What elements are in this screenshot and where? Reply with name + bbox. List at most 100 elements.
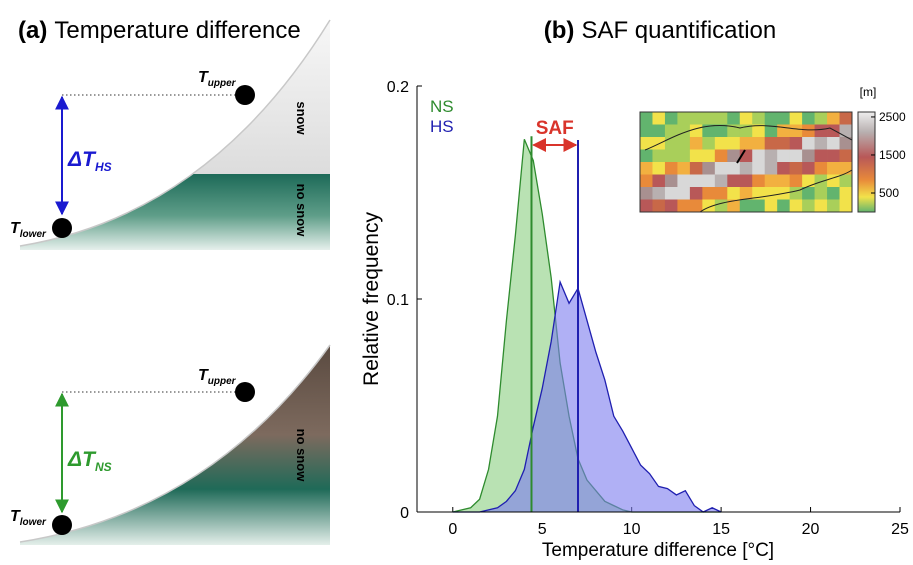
map-tile — [814, 137, 828, 150]
map-tile — [727, 199, 741, 213]
map-tile — [814, 149, 828, 163]
map-tile — [702, 149, 716, 163]
map-tile — [640, 162, 653, 175]
map-tile — [677, 187, 691, 200]
colorbar-label: [m] — [860, 85, 877, 99]
map-tile — [714, 199, 728, 213]
map-tile — [677, 199, 691, 213]
inset-map — [639, 111, 853, 213]
map-tile — [827, 149, 840, 163]
map-tile — [839, 112, 853, 125]
map-tile — [664, 162, 678, 175]
map-tile — [764, 112, 778, 125]
map-tile — [640, 149, 653, 163]
map-tile — [714, 187, 728, 200]
map-tile — [739, 199, 753, 213]
t-lower: Tlower — [10, 508, 47, 528]
map-tile — [689, 187, 703, 200]
colorbar-tick-label: 2500 — [879, 110, 906, 124]
panel-b-title: (b) SAF quantification — [544, 17, 776, 44]
panel-label: (a) — [18, 17, 47, 44]
map-tile — [839, 187, 853, 200]
map-tile — [714, 149, 728, 163]
map-tile — [727, 149, 741, 163]
map-tile — [689, 162, 703, 175]
chart-title: SAF quantification — [581, 17, 776, 44]
map-tile — [689, 174, 703, 188]
map-tile — [814, 124, 828, 138]
map-tile — [752, 124, 766, 138]
map-tile — [752, 137, 766, 150]
map-tile — [714, 137, 728, 150]
map-tile — [802, 174, 815, 188]
map-tile — [652, 187, 666, 200]
map-tile — [714, 174, 728, 188]
subscript: lower — [20, 517, 47, 528]
map-tile — [752, 199, 766, 213]
symbol: T — [10, 508, 21, 525]
map-tile — [827, 137, 840, 150]
map-tile — [764, 187, 778, 200]
map-tile — [814, 162, 828, 175]
map-tile — [652, 199, 666, 213]
map-tile — [640, 187, 653, 200]
subscript: upper — [208, 376, 237, 387]
point-lower — [52, 515, 72, 535]
map-tile — [702, 137, 716, 150]
map-tile — [827, 124, 840, 138]
map-tile — [739, 187, 753, 200]
x-axis-label: Temperature difference [°C] — [542, 540, 774, 561]
panel-label: (b) — [544, 17, 575, 44]
map-tile — [689, 137, 703, 150]
map-tile — [702, 174, 716, 188]
map-tile — [789, 174, 803, 188]
line — [452, 279, 722, 513]
map-tile — [652, 124, 666, 138]
map-tile — [677, 137, 691, 150]
map-tile — [727, 187, 741, 200]
map-tile — [839, 199, 853, 213]
map-tile — [677, 112, 691, 125]
map-tile — [714, 162, 728, 175]
symbol: T — [10, 220, 21, 237]
x-tick-label: 20 — [802, 521, 820, 538]
area — [452, 281, 722, 512]
zone-label: no snow — [294, 184, 309, 238]
map-tile — [764, 162, 778, 175]
map-tile — [839, 137, 853, 150]
map-tile — [702, 112, 716, 125]
map-tile — [752, 162, 766, 175]
map-tile — [827, 199, 840, 213]
point-upper — [235, 382, 255, 402]
map-tile — [777, 112, 790, 125]
map-tile — [814, 174, 828, 188]
map-tile — [802, 162, 815, 175]
map-tile — [727, 137, 741, 150]
map-tile — [689, 124, 703, 138]
map-tile — [727, 112, 741, 125]
point-upper — [235, 85, 255, 105]
symbol: ΔT — [67, 148, 97, 171]
x-tick-label: 0 — [448, 521, 457, 538]
colorbar-tick-label: 1500 — [879, 148, 906, 162]
map-tile — [714, 124, 728, 138]
map-tile — [764, 149, 778, 163]
colorbar — [857, 111, 876, 213]
map-border — [644, 124, 853, 213]
x-tick-label: 25 — [891, 521, 909, 538]
slope-top — [20, 20, 330, 250]
map-tile — [677, 149, 691, 163]
map-tile — [789, 199, 803, 213]
y-tick-label: 0.2 — [387, 79, 409, 96]
map-tile — [777, 162, 790, 175]
map-tile — [677, 162, 691, 175]
map-frame — [639, 111, 853, 213]
map-tile — [640, 199, 653, 213]
map-tile — [827, 187, 840, 200]
map-tile — [827, 112, 840, 125]
map-tile — [827, 162, 840, 175]
map-tile — [814, 199, 828, 213]
map-tile — [664, 199, 678, 213]
map-tile — [764, 199, 778, 213]
